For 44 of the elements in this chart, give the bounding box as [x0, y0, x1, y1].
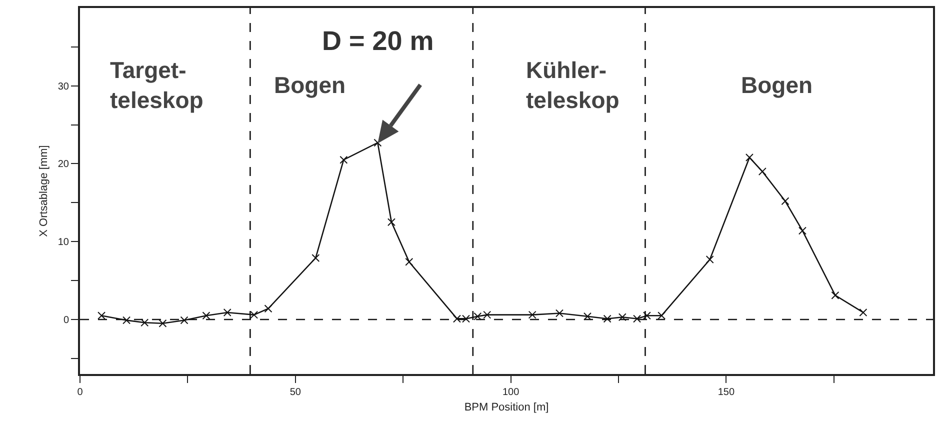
- annotation: Kühler- teleskop: [526, 57, 620, 113]
- x-tick-label: 0: [77, 387, 84, 398]
- x-tick-label: 150: [718, 387, 735, 398]
- point: [781, 197, 790, 206]
- point: [798, 226, 806, 235]
- y-tick-label: 0: [63, 314, 70, 326]
- annotation: Target- teleskop: [110, 57, 204, 113]
- point: [312, 254, 320, 262]
- annotation: D = 20 m: [322, 26, 434, 56]
- point: [158, 319, 167, 328]
- point: [340, 156, 348, 164]
- annotation: Bogen: [274, 72, 346, 98]
- point: [618, 313, 626, 322]
- point: [528, 310, 536, 319]
- point: [603, 314, 612, 323]
- point: [264, 304, 272, 313]
- x-axis-title: BPM Position [m]: [464, 402, 549, 414]
- point: [831, 291, 840, 300]
- point: [387, 218, 396, 226]
- y-axis-title: X Ortsablage [mm]: [38, 145, 50, 237]
- point: [98, 312, 106, 320]
- point: [642, 312, 651, 320]
- y-tick-label: 20: [58, 159, 70, 170]
- y-tick-label: 10: [58, 237, 70, 248]
- point: [223, 308, 232, 316]
- point: [250, 310, 258, 319]
- x-tick-label: 100: [502, 387, 520, 398]
- point: [374, 138, 382, 147]
- y-tick-label: 30: [58, 81, 70, 92]
- point: [745, 154, 754, 162]
- point: [658, 312, 666, 320]
- x-tick-label: 50: [290, 387, 302, 398]
- point: [140, 318, 149, 327]
- point: [859, 308, 868, 316]
- point: [633, 314, 642, 323]
- point: [706, 256, 714, 264]
- point: [555, 309, 564, 318]
- point: [122, 316, 131, 324]
- point: [758, 168, 766, 176]
- point: [583, 312, 592, 320]
- point: [180, 316, 188, 324]
- point: [202, 312, 210, 320]
- annotation: Bogen: [741, 72, 813, 98]
- point: [405, 258, 414, 266]
